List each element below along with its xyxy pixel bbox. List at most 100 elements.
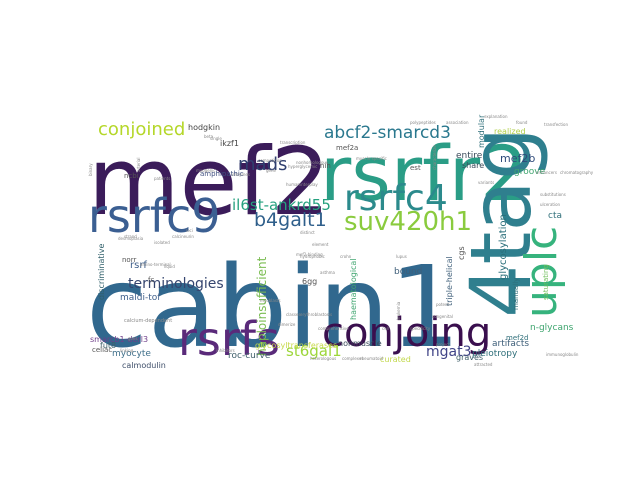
cloud-word: human xyxy=(286,182,300,187)
cloud-word: attracted xyxy=(474,362,493,367)
cloud-word: hodgkin xyxy=(188,123,220,132)
cloud-word: myogenic xyxy=(196,168,216,173)
cloud-word: discriminative xyxy=(97,244,106,300)
cloud-word: goes xyxy=(128,336,138,341)
cloud-word: polypeptides xyxy=(410,120,436,125)
cloud-word: haematological xyxy=(349,258,358,320)
cloud-word: immunoglobulin xyxy=(546,352,579,357)
cloud-word: nonhomologous xyxy=(296,160,328,165)
cloud-word: found xyxy=(516,120,528,125)
cloud-word: substitutions xyxy=(540,192,566,197)
cloud-word: mgat3 xyxy=(426,344,472,360)
cloud-word: characterize xyxy=(432,145,437,170)
cloud-word: terminologies xyxy=(128,276,224,292)
cloud-word: abcf2-smarcd3 xyxy=(324,123,451,143)
cloud-word: transfection xyxy=(544,122,568,127)
cloud-word: loci xyxy=(186,228,193,233)
cloud-background xyxy=(86,116,572,368)
cloud-word: amphipathic xyxy=(200,170,244,178)
cloud-word: glycosyltransferases xyxy=(255,341,337,350)
cloud-word: nih xyxy=(320,162,331,170)
cloud-word: groove xyxy=(514,167,546,177)
cloud-word: ikzf1 xyxy=(220,139,239,148)
cloud-word: mef2 xyxy=(88,128,330,237)
cloud-word: ulceration xyxy=(540,202,561,207)
cloud-word: rheumatoid xyxy=(360,356,384,361)
cloud-word: project xyxy=(436,342,450,347)
cloud-word: erythroblastosis xyxy=(300,312,332,317)
cloud-word: graves xyxy=(456,353,483,362)
cloud-word: beta xyxy=(204,134,214,139)
cloud-word: variants xyxy=(478,180,494,185)
cloud-word: maldi-tof xyxy=(120,293,161,303)
cloud-word: est xyxy=(410,164,421,172)
cloud-word: explanation xyxy=(484,114,508,119)
cloud-word: haploinsufficient xyxy=(255,256,269,356)
cloud-word: asthma xyxy=(320,270,336,275)
cloud-word: fc xyxy=(148,276,154,284)
cloud-word: calmodulin xyxy=(122,361,166,370)
cloud-word: strand xyxy=(124,234,137,239)
cloud-word: realized xyxy=(494,127,526,136)
cloud-word: enzymes xyxy=(232,172,250,177)
cloud-word: myoblasts xyxy=(260,298,281,303)
cloud-word: rsrfs xyxy=(178,312,280,366)
cloud-word: gene xyxy=(266,168,277,173)
cloud-word: arterial xyxy=(136,158,141,172)
cloud-word: complexes xyxy=(342,356,363,361)
cloud-word: modular xyxy=(477,114,486,148)
cloud-word: amino-terminal xyxy=(140,262,171,267)
cloud-word: comprehensive xyxy=(318,326,349,331)
cloud-word: artifacts xyxy=(492,339,529,349)
cloud-word: competition xyxy=(258,158,282,163)
cloud-word: saturating xyxy=(542,264,550,300)
cloud-word: cabin1 xyxy=(86,243,461,373)
cloud-word: rsrfc9 xyxy=(88,189,221,243)
cloud-word: distinct xyxy=(300,230,315,235)
cloud-word: hyperglycemic xyxy=(288,164,317,169)
cloud-word: isolated xyxy=(154,240,170,245)
cloud-word: nonmuscle xyxy=(338,339,382,348)
cloud-word: mads xyxy=(238,154,287,175)
cloud-word: n-glycans xyxy=(530,323,574,333)
cloud-word: desmoplasia xyxy=(118,236,144,241)
cloud-word: bound xyxy=(394,267,422,277)
cloud-word: chromatography xyxy=(560,170,594,175)
cloud-word: cgs xyxy=(457,246,466,260)
cloud-word: cta xyxy=(548,211,562,221)
cloud-word: interplay xyxy=(300,182,318,187)
cloud-word: binary xyxy=(88,163,93,176)
cloud-word: conjoined xyxy=(98,119,185,140)
cloud-word: suv420h1 xyxy=(344,207,472,237)
cloud-word: mef2a xyxy=(336,144,358,152)
cloud-word: conjoing xyxy=(322,310,491,356)
cloud-word: myocyte xyxy=(112,349,151,359)
cloud-word: congenital xyxy=(432,314,453,319)
cloud-word: calcineurin xyxy=(172,234,194,239)
cloud-word: hydrophobic xyxy=(300,254,325,259)
cloud-word: il6st-ankrd55 xyxy=(232,196,331,214)
cloud-word: rsrf xyxy=(130,260,147,271)
cloud-word: rsrfc4 xyxy=(344,178,448,219)
cloud-word: crohn xyxy=(340,254,352,259)
cloud-word: calcium-dependent xyxy=(124,318,172,324)
cloud-word: classes xyxy=(286,312,300,317)
cloud-word: single xyxy=(210,136,222,141)
cloud-word: lupus xyxy=(396,254,407,259)
cloud-word: 4tag xyxy=(452,127,550,318)
cloud-word: element xyxy=(312,242,329,247)
cloud-word: inhibitors xyxy=(216,348,235,353)
cloud-word: pleiotropy xyxy=(472,349,518,359)
cloud-word: manually xyxy=(512,278,520,310)
cloud-word: smarcb1-derl3 xyxy=(90,335,148,344)
cloud-word: curated xyxy=(380,355,411,364)
cloud-word: norr xyxy=(122,256,136,264)
cloud-word: roc-curve xyxy=(228,351,271,361)
cloud-word: fut8 xyxy=(100,341,116,350)
cloud-word: b4galt1 xyxy=(254,209,327,231)
cloud-word: mef2-binding xyxy=(296,252,323,257)
cloud-word: linking xyxy=(120,348,134,353)
cloud-word: uplc xyxy=(516,226,567,318)
cloud-word: dimerize xyxy=(278,322,296,327)
cloud-word: leukemia xyxy=(396,301,401,320)
